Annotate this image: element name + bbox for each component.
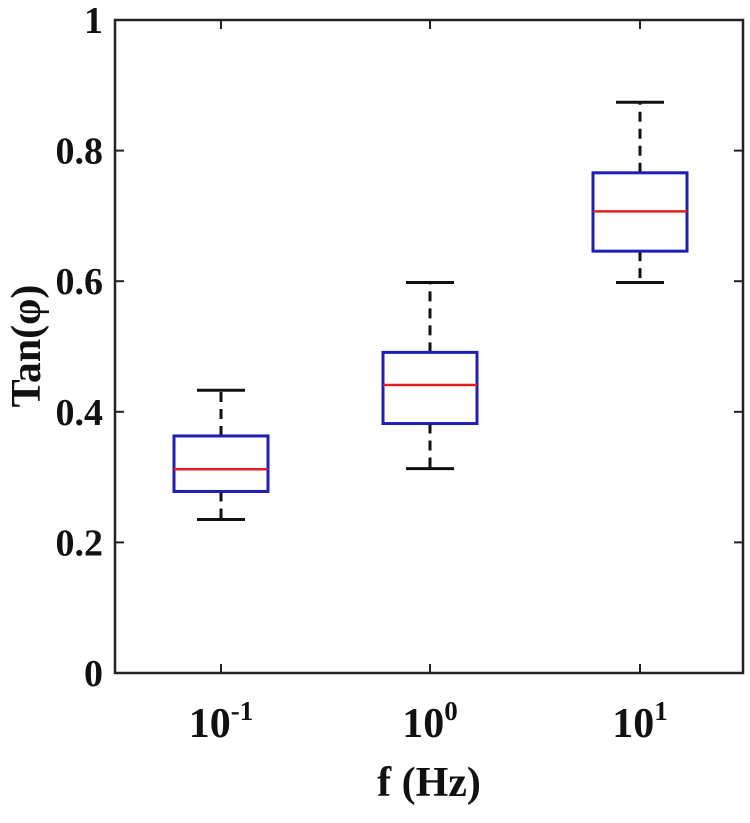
y-tick-label: 0.6 [56,261,104,303]
y-tick-label: 0.8 [56,131,104,173]
box-series [172,100,689,522]
iqr-box [381,350,479,426]
x-axis: 10-1 100 101 [189,20,668,747]
y-tick-label: 0 [84,653,103,695]
y-tick-label: 0.4 [56,392,104,434]
box-group [381,281,479,471]
iqr-box [172,434,270,493]
y-axis-label: Tan(φ) [4,285,50,408]
x-tick-label: 10-1 [189,696,254,747]
x-tick-label: 100 [402,696,458,747]
y-axis: 0 0.2 0.4 0.6 0.8 1 [56,0,743,695]
x-tick-label: 101 [612,696,668,747]
box-group [591,100,689,285]
y-tick-label: 0.2 [56,522,104,564]
x-axis-label: f (Hz) [377,760,481,806]
box-group [172,388,270,522]
y-tick-label: 1 [84,0,103,42]
